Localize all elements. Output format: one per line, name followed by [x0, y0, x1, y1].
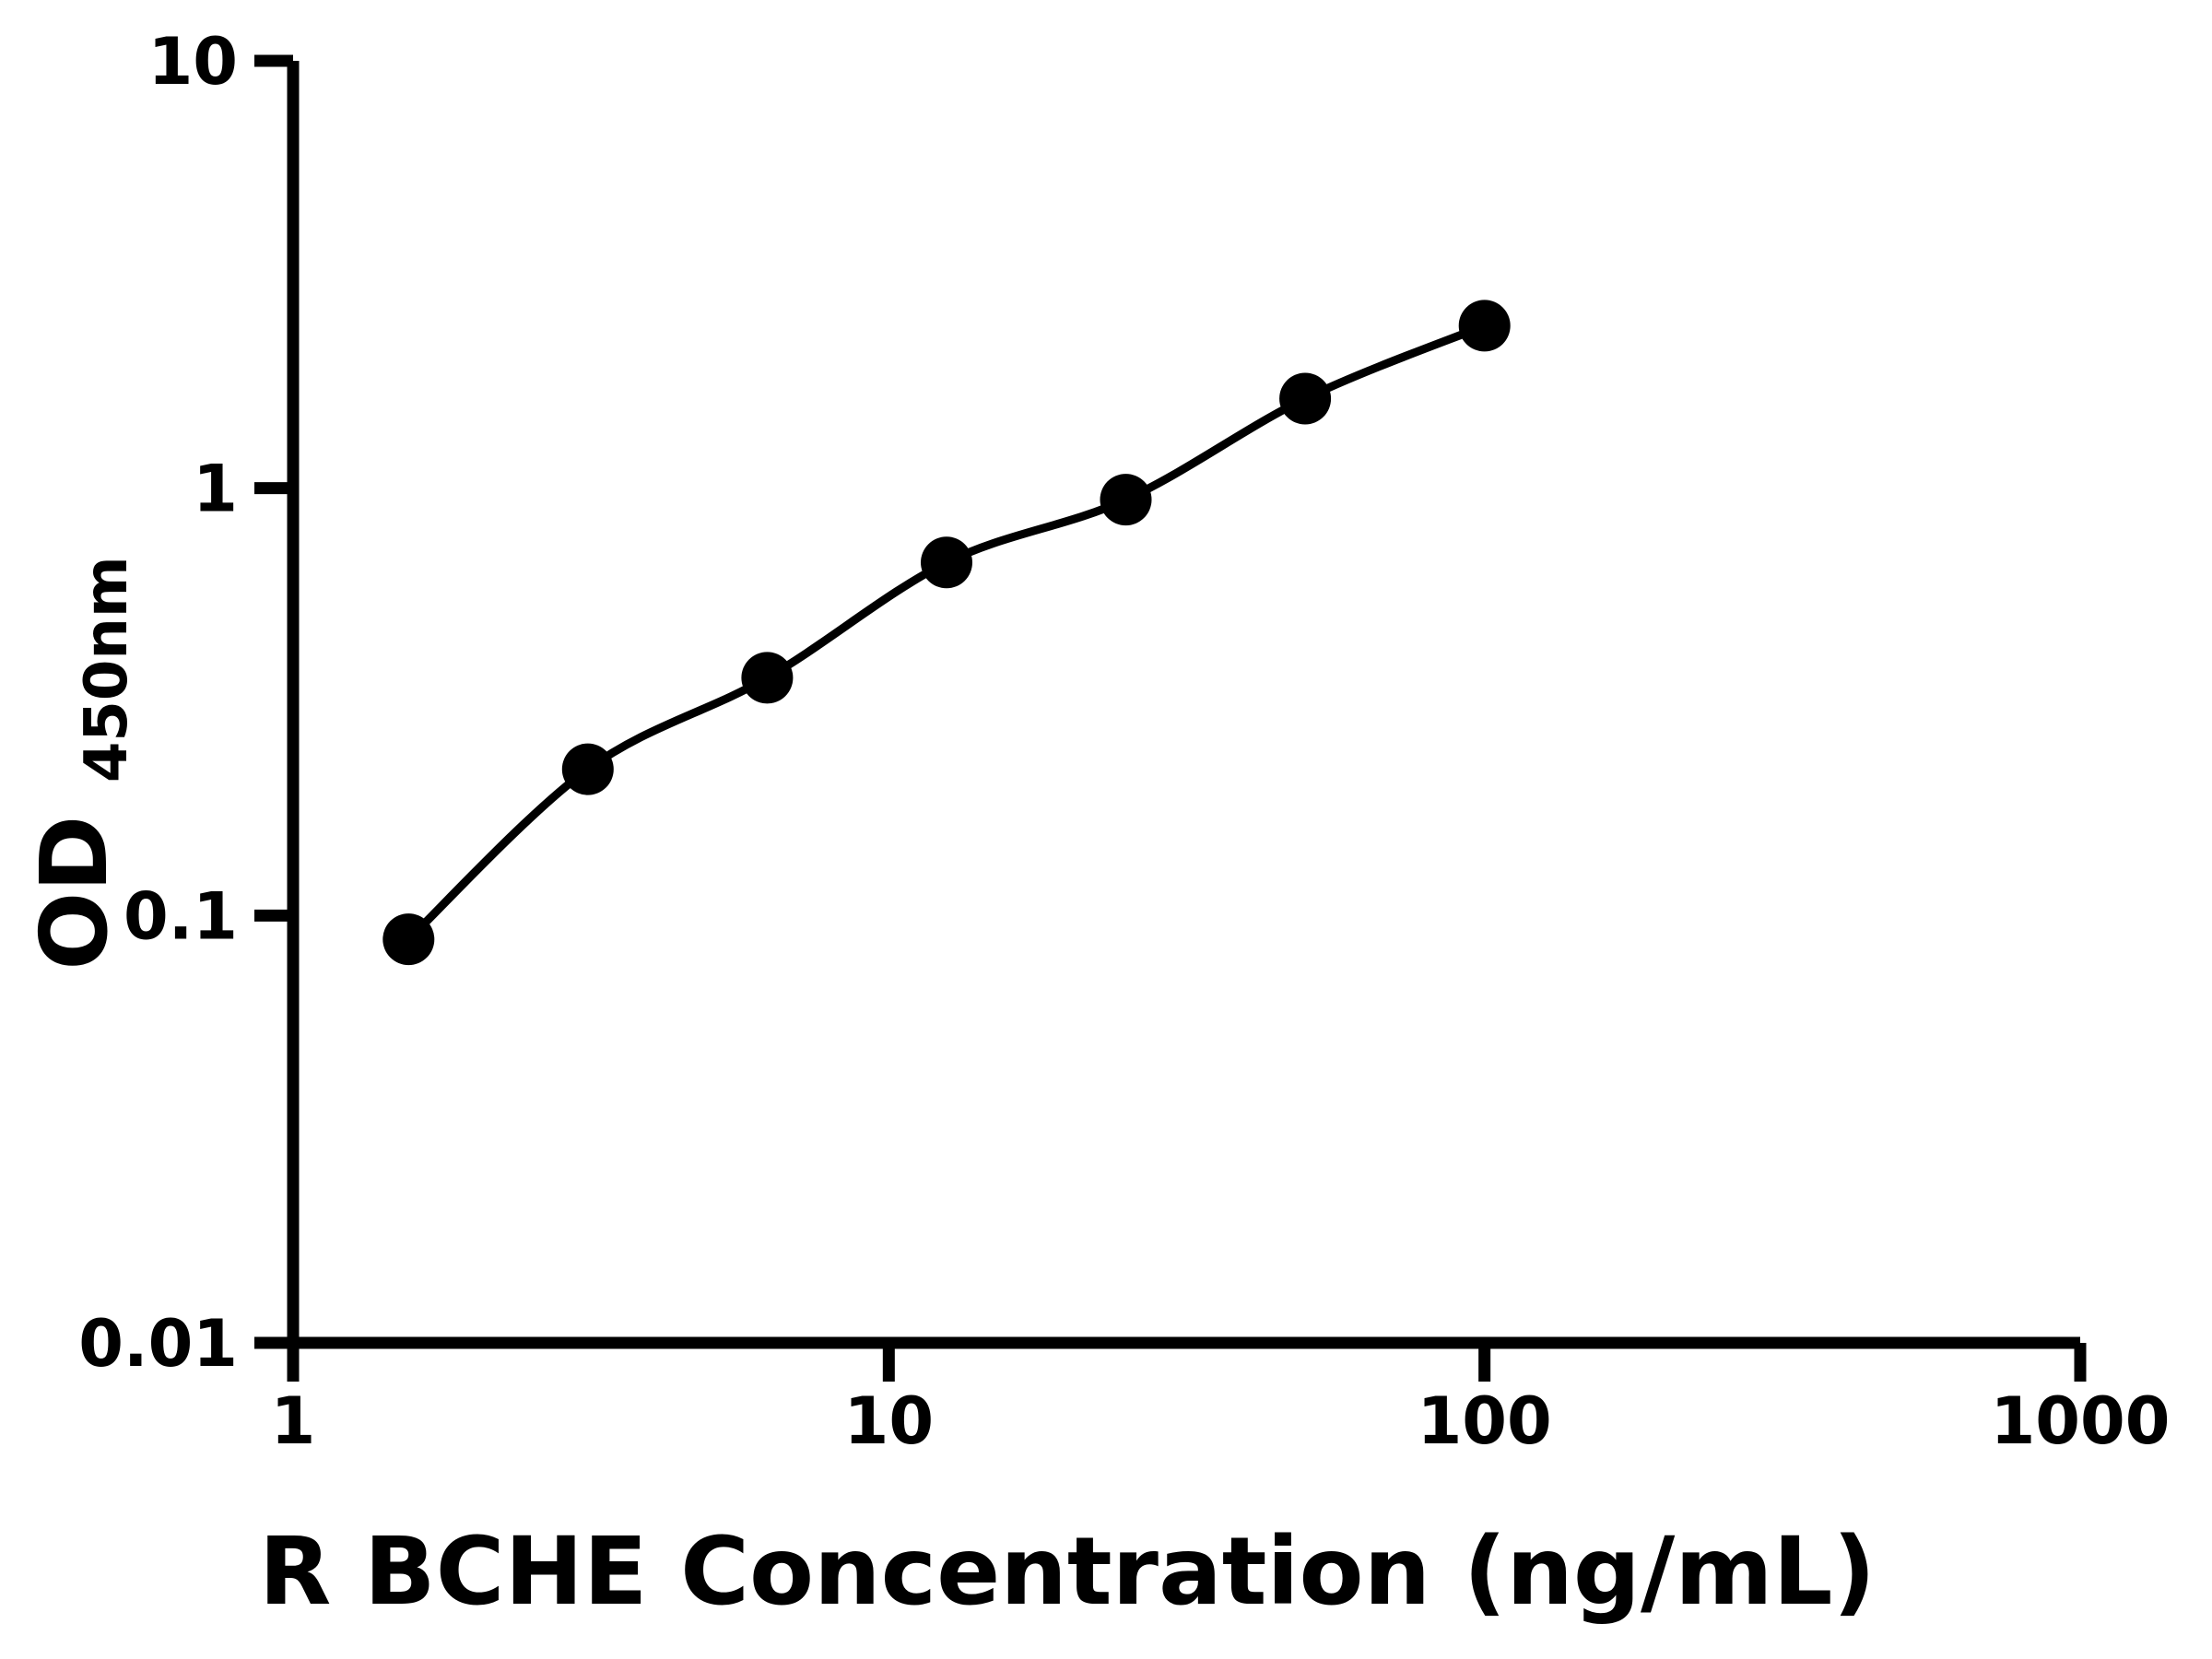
y-tick-label: 1 — [193, 452, 238, 527]
y-axis-title: OD 450nm — [19, 556, 141, 970]
x-tick-label: 10 — [844, 1383, 934, 1459]
y-axis-ticks — [254, 54, 293, 1349]
data-point — [1458, 300, 1511, 352]
x-axis-ticks — [287, 1343, 2087, 1382]
data-point — [741, 652, 794, 704]
y-axis-tick-labels: 10 1 0.1 0.01 — [78, 24, 238, 1382]
x-axis-title: R BCHE Concentration (ng/mL) — [259, 1517, 1876, 1627]
y-tick-label: 0.01 — [78, 1306, 238, 1382]
data-point — [561, 743, 614, 795]
y-axis-title-main: OD — [20, 816, 128, 971]
data-points — [382, 300, 1511, 966]
x-axis-tick-labels: 1 10 100 1000 — [271, 1383, 2171, 1459]
y-tick-label: 0.1 — [124, 878, 238, 954]
data-point — [921, 536, 972, 589]
x-tick-label: 1000 — [1991, 1383, 2171, 1459]
y-axis-title-sub: 450nm — [73, 556, 141, 782]
data-point — [382, 913, 435, 966]
x-tick-label: 1 — [271, 1383, 316, 1459]
data-point — [1100, 474, 1152, 526]
x-tick-label: 100 — [1418, 1383, 1552, 1459]
y-tick-label: 10 — [148, 24, 238, 100]
data-point — [1279, 372, 1332, 425]
